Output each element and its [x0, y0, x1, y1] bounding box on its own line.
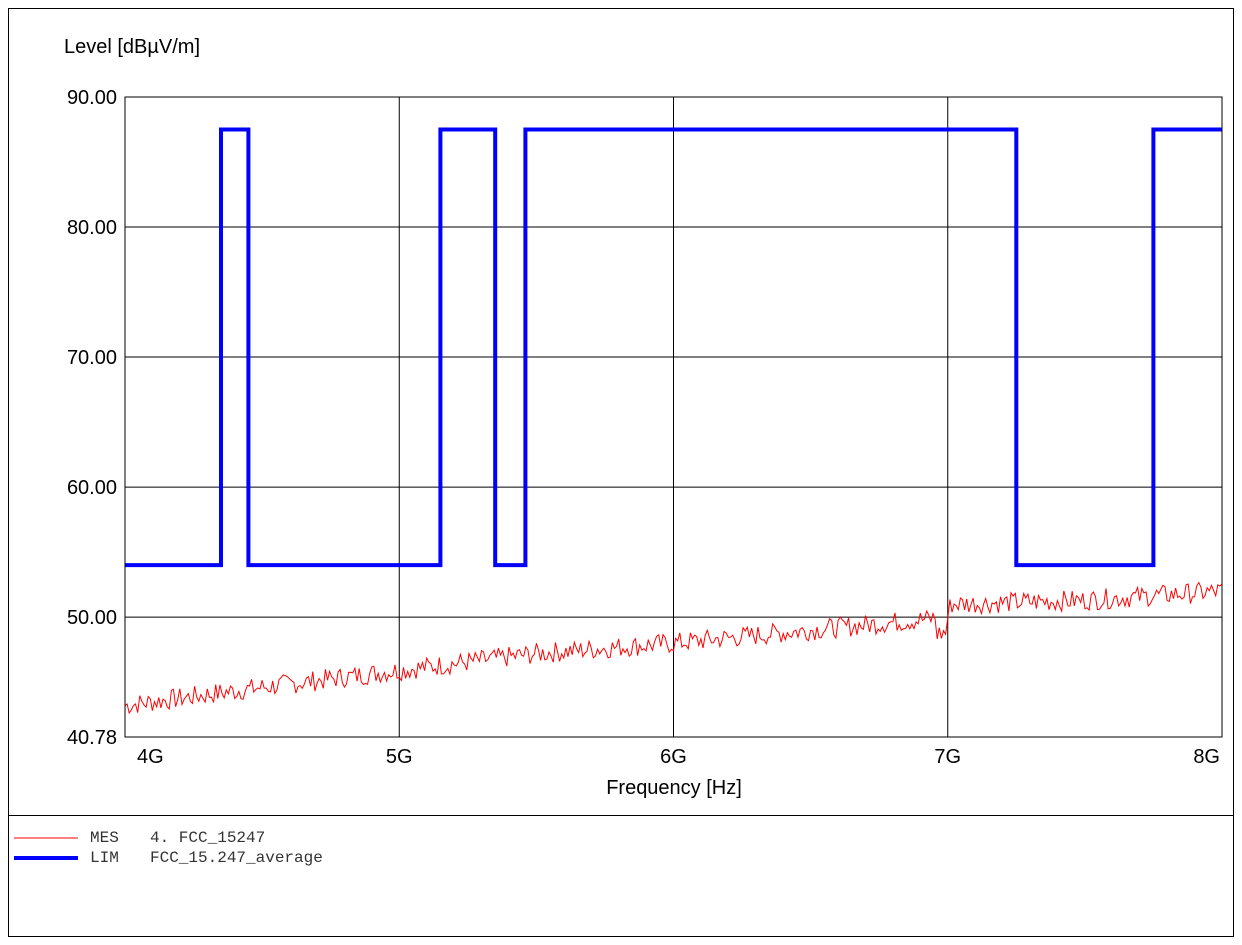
legend-item-mes: MES 4. FCC_15247 — [14, 828, 323, 848]
grid — [125, 97, 1222, 737]
legend-tag-lim: LIM — [90, 849, 119, 867]
y-tick-label: 60.00 — [67, 477, 117, 499]
chart-frame — [8, 8, 1234, 937]
x-tick-label: 7G — [934, 746, 961, 768]
y-tick-labels: 90.00 80.00 70.00 60.00 50.00 40.78 — [67, 87, 117, 749]
y-axis-label: Level [dBµV/m] — [64, 36, 200, 58]
legend-divider — [8, 815, 1234, 816]
legend-swatch-mes — [14, 837, 78, 839]
y-tick-label: 80.00 — [67, 217, 117, 239]
x-tick-label: 4G — [137, 746, 164, 768]
y-tick-label: 50.00 — [67, 607, 117, 629]
legend-item-lim: LIM FCC_15.247_average — [14, 848, 323, 868]
emission-chart: Level [dBµV/m] Frequency [Hz] 90.00 80.00… — [64, 36, 1223, 799]
y-tick-label: 40.78 — [67, 727, 117, 749]
series-mes-line — [124, 581, 1223, 715]
x-axis-label: Frequency [Hz] — [606, 777, 742, 799]
series-lim-line — [125, 127, 1222, 568]
legend-tag-mes: MES — [90, 829, 119, 847]
y-tick-label: 70.00 — [67, 347, 117, 369]
plot-area — [124, 96, 1223, 738]
legend: MES 4. FCC_15247 LIM FCC_15.247_average — [14, 828, 323, 868]
y-tick-label: 90.00 — [67, 87, 117, 109]
x-tick-label: 8G — [1193, 746, 1220, 768]
legend-label-mes: 4. FCC_15247 — [150, 829, 266, 847]
x-tick-labels: 4G 5G 6G 7G 8G — [137, 746, 1220, 768]
legend-label-lim: FCC_15.247_average — [150, 849, 323, 867]
legend-swatch-lim — [14, 856, 78, 860]
x-tick-label: 5G — [386, 746, 413, 768]
series-lines — [124, 127, 1223, 715]
x-tick-label: 6G — [660, 746, 687, 768]
